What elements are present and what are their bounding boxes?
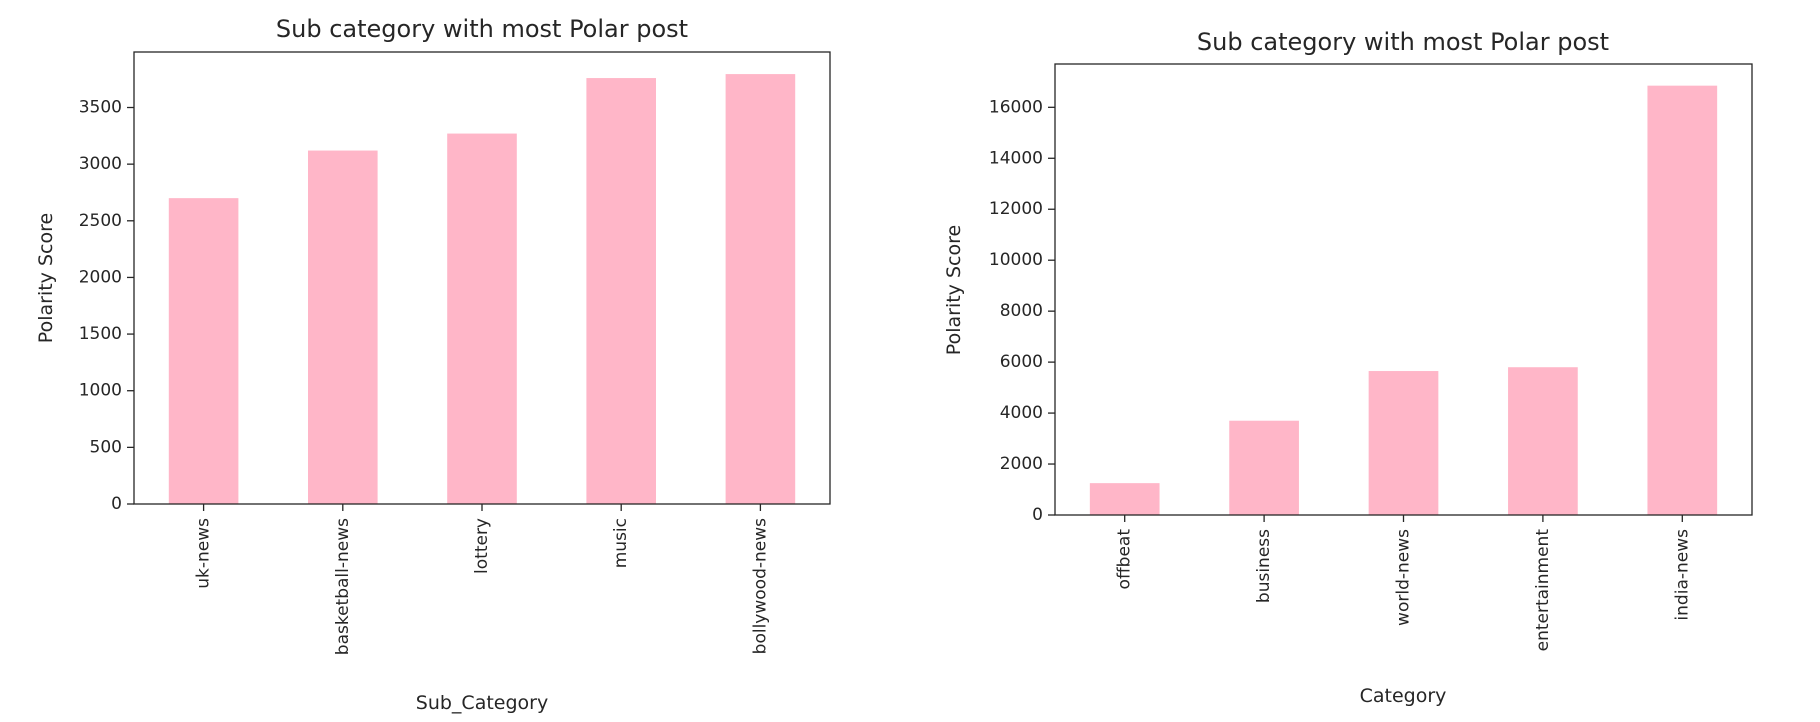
x-axis-ticks: uk-news basketball-news lottery music bollyw… — [194, 504, 770, 655]
chart-title: Sub category with most Polar post — [276, 15, 688, 43]
bar-india-news — [1647, 85, 1718, 515]
bar-music — [586, 78, 656, 504]
chart-category-polarity: Sub category with most Polar post Catego… — [943, 28, 1753, 707]
y-tick-label: 1500 — [79, 324, 122, 344]
chart-subcategory-polarity: Sub category with most Polar post Sub_Ca… — [35, 15, 831, 714]
y-tick-label: 8000 — [1000, 301, 1043, 321]
x-tick-label: music — [611, 518, 631, 568]
bar-uk-news — [168, 198, 239, 504]
y-tick-label: 2500 — [79, 211, 122, 231]
plot-frame — [133, 51, 831, 505]
y-tick-label: 6000 — [1000, 352, 1043, 372]
bar-lottery — [447, 133, 517, 504]
y-tick-label: 12000 — [989, 199, 1043, 219]
y-tick-label: 500 — [90, 437, 122, 457]
bar-bollywood-news — [725, 74, 796, 505]
x-tick-label: offbeat — [1115, 529, 1135, 590]
bar-entertainment — [1508, 367, 1578, 515]
x-axis-label: Category — [1360, 685, 1447, 707]
plot-frame — [1054, 63, 1753, 516]
y-tick-label: 0 — [111, 494, 122, 514]
x-tick-label: bollywood-news — [750, 518, 770, 654]
y-tick-label: 0 — [1032, 505, 1043, 525]
y-tick-label: 16000 — [989, 97, 1043, 117]
x-tick-label: entertainment — [1533, 529, 1553, 652]
x-tick-label: uk-news — [194, 518, 214, 589]
x-tick-label: business — [1254, 529, 1274, 603]
y-tick-label: 2000 — [1000, 454, 1043, 474]
bar-business — [1229, 420, 1299, 515]
x-tick-label: lottery — [472, 518, 492, 574]
x-axis-label: Sub_Category — [416, 692, 548, 714]
y-axis-label: Polarity Score — [35, 213, 57, 343]
bar-world-news — [1368, 371, 1439, 515]
bar-basketball-news — [308, 150, 378, 504]
chart-title: Sub category with most Polar post — [1197, 28, 1609, 56]
bar-offbeat — [1089, 483, 1160, 515]
y-tick-label: 3500 — [79, 98, 122, 118]
bars — [1089, 85, 1718, 515]
y-axis-ticks: 0 500 1000 1500 2000 2500 3000 3500 — [79, 98, 134, 514]
y-tick-label: 3000 — [79, 154, 122, 174]
x-tick-label: world-news — [1394, 529, 1414, 626]
y-tick-label: 4000 — [1000, 403, 1043, 423]
bars — [168, 74, 796, 505]
x-tick-label: india-news — [1672, 529, 1692, 621]
y-tick-label: 1000 — [79, 381, 122, 401]
y-axis-ticks: 0 2000 4000 6000 8000 10000 12000 14000 16000 — [989, 97, 1055, 525]
y-axis-label: Polarity Score — [943, 225, 965, 355]
x-axis-ticks: offbeat business world-news entertainment in… — [1115, 515, 1692, 652]
y-tick-label: 10000 — [989, 250, 1043, 270]
y-tick-label: 14000 — [989, 148, 1043, 168]
x-tick-label: basketball-news — [333, 518, 353, 655]
y-tick-label: 2000 — [79, 267, 122, 287]
